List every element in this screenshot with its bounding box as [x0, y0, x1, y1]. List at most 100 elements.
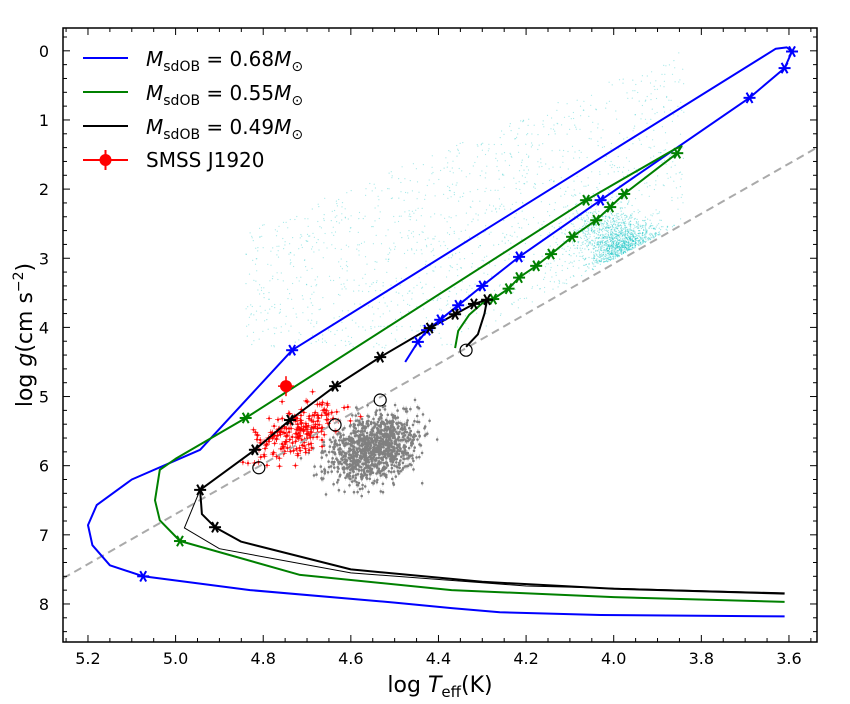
cyan-point — [340, 266, 341, 267]
cyan-point — [373, 313, 374, 314]
cyan-point — [607, 238, 608, 239]
cyan-point — [638, 225, 639, 226]
cyan-point — [623, 234, 624, 235]
cyan-point — [599, 225, 600, 226]
cyan-point — [512, 204, 513, 205]
cyan-point — [608, 221, 609, 222]
cyan-point — [395, 319, 396, 320]
cyan-point — [645, 101, 646, 102]
cyan-point — [634, 211, 635, 212]
cyan-point — [612, 221, 613, 222]
cyan-point — [396, 278, 397, 279]
cyan-point — [639, 140, 640, 141]
cyan-point — [424, 226, 425, 227]
cyan-point — [610, 257, 611, 258]
cyan-point — [614, 240, 615, 241]
cyan-point — [361, 243, 362, 244]
cyan-point — [591, 227, 592, 228]
cyan-point — [374, 269, 375, 270]
cyan-point — [315, 279, 316, 280]
gray-point — [407, 440, 410, 443]
cyan-point — [305, 266, 306, 267]
cyan-point — [618, 156, 619, 157]
cyan-point — [447, 232, 448, 233]
cyan-point — [401, 237, 402, 238]
cyan-point — [642, 220, 643, 221]
cyan-point — [617, 218, 618, 219]
cyan-point — [440, 338, 441, 339]
cyan-point — [591, 252, 592, 253]
cyan-point — [249, 317, 250, 318]
cyan-point — [627, 229, 628, 230]
cyan-point — [411, 298, 412, 299]
cyan-point — [609, 227, 610, 228]
cyan-point — [284, 244, 285, 245]
cyan-point — [659, 233, 660, 234]
cyan-point — [412, 211, 413, 212]
cyan-point — [608, 246, 609, 247]
cyan-point — [353, 346, 354, 347]
gray-point — [352, 476, 355, 479]
cyan-point — [660, 229, 661, 230]
cyan-point — [506, 234, 507, 235]
gray-point — [361, 477, 364, 480]
cyan-point — [505, 160, 506, 161]
cyan-point — [592, 122, 593, 123]
gray-point — [384, 440, 387, 443]
gray-point — [353, 455, 356, 458]
gray-point — [401, 428, 404, 431]
cyan-point — [619, 246, 620, 247]
cyan-point — [354, 303, 355, 304]
cyan-point — [525, 144, 526, 145]
cyan-point — [632, 80, 633, 81]
cyan-point — [601, 260, 602, 261]
gray-point — [346, 473, 349, 476]
cyan-point — [592, 244, 593, 245]
gray-point — [399, 439, 402, 442]
cyan-point — [633, 128, 634, 129]
cyan-point — [446, 344, 447, 345]
cyan-point — [565, 261, 566, 262]
gray-point — [363, 451, 366, 454]
cyan-point — [595, 211, 596, 212]
cyan-point — [282, 238, 283, 239]
cyan-point — [646, 136, 647, 137]
cyan-point — [485, 225, 486, 226]
cyan-point — [647, 75, 648, 76]
cyan-point — [583, 186, 584, 187]
cyan-point — [339, 295, 340, 296]
cyan-point — [251, 313, 252, 314]
cyan-point — [639, 243, 640, 244]
cyan-point — [420, 325, 421, 326]
cyan-point — [602, 241, 603, 242]
gray-point — [373, 480, 376, 483]
cyan-point — [681, 174, 682, 175]
gray-point — [320, 465, 323, 468]
gray-point — [368, 415, 371, 418]
cyan-point — [267, 313, 268, 314]
cyan-point — [662, 126, 663, 127]
cyan-point — [588, 229, 589, 230]
cyan-point — [581, 245, 582, 246]
cyan-point — [573, 196, 574, 197]
cyan-point — [618, 242, 619, 243]
cyan-point — [645, 234, 646, 235]
gray-point — [342, 467, 345, 470]
cyan-point — [260, 306, 261, 307]
cyan-point — [452, 184, 453, 185]
cyan-point — [621, 234, 622, 235]
cyan-point — [562, 248, 563, 249]
cyan-point — [421, 288, 422, 289]
gray-point — [373, 422, 376, 425]
cyan-point — [651, 71, 652, 72]
cyan-point — [272, 247, 273, 248]
cyan-point — [272, 276, 273, 277]
cyan-point — [385, 302, 386, 303]
cyan-point — [304, 218, 305, 219]
gray-point — [395, 431, 398, 434]
cyan-point — [324, 214, 325, 215]
cyan-point — [458, 150, 459, 151]
cyan-point — [659, 220, 660, 221]
cyan-point — [322, 342, 323, 343]
cyan-point — [440, 170, 441, 171]
